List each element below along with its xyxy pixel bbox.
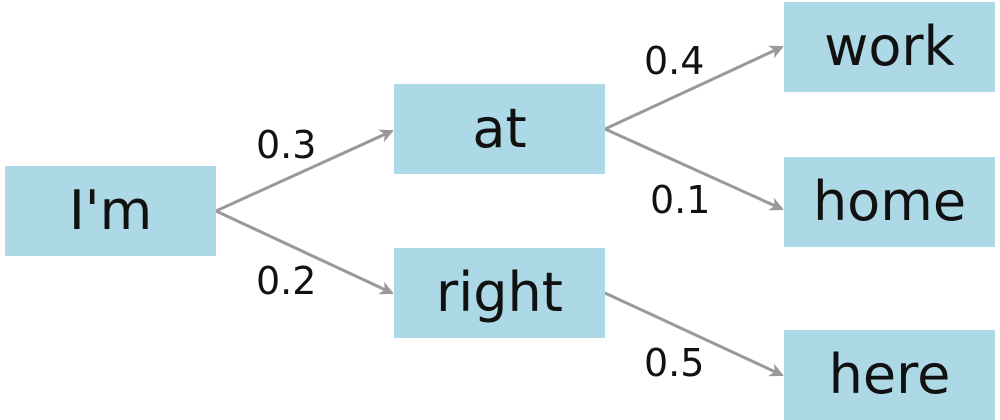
node-right: right (394, 248, 605, 338)
node-at: at (394, 84, 605, 174)
node-im: I'm (5, 166, 216, 256)
edge-label-right-here: 0.5 (644, 344, 704, 382)
node-work: work (784, 2, 995, 92)
edge-label-im-at: 0.3 (256, 126, 316, 164)
node-home: home (784, 157, 995, 247)
edge-label-at-work: 0.4 (644, 42, 704, 80)
edge-label-at-home: 0.1 (650, 181, 710, 219)
edge-label-im-right: 0.2 (256, 262, 316, 300)
node-here: here (784, 330, 995, 420)
